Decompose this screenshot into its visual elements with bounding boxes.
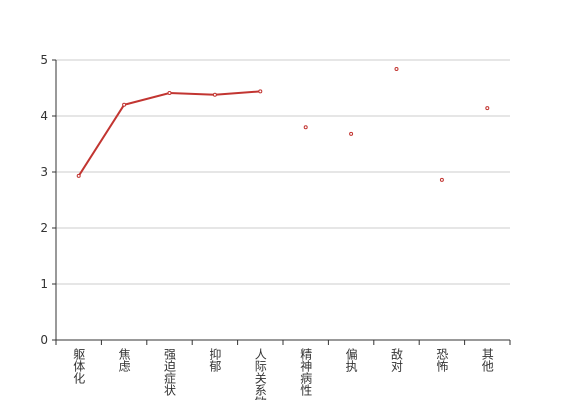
point	[167, 91, 172, 96]
x-tick-label: 躯体化	[72, 347, 86, 385]
y-tick-label: 0	[40, 333, 48, 347]
x-tick-label: 强迫症状	[163, 348, 177, 396]
point	[122, 102, 127, 107]
y-tick-label: 1	[40, 277, 48, 291]
point	[212, 92, 217, 97]
y-tick-label: 4	[40, 109, 48, 123]
x-tick-label: 精神病性	[299, 348, 313, 397]
point	[394, 66, 399, 71]
point	[258, 89, 263, 94]
point	[303, 125, 308, 130]
y-tick-label: 2	[40, 221, 48, 235]
point	[439, 177, 444, 182]
point	[349, 131, 354, 136]
x-tick-label: 抑郁	[208, 347, 222, 373]
x-tick-label: 偏执	[344, 347, 358, 373]
x-tick-label: 焦虑	[117, 348, 131, 372]
x-tick-label: 敌对	[390, 347, 404, 372]
line	[77, 90, 261, 177]
point	[76, 173, 81, 178]
y-tick-label: 5	[40, 53, 48, 67]
y-tick-label: 3	[40, 165, 48, 179]
x-tick-label: 人际关系敏感	[253, 348, 267, 400]
x-tick-label: 恐怖	[435, 348, 449, 372]
point	[485, 106, 490, 111]
x-tick-label: 其他	[480, 348, 494, 372]
